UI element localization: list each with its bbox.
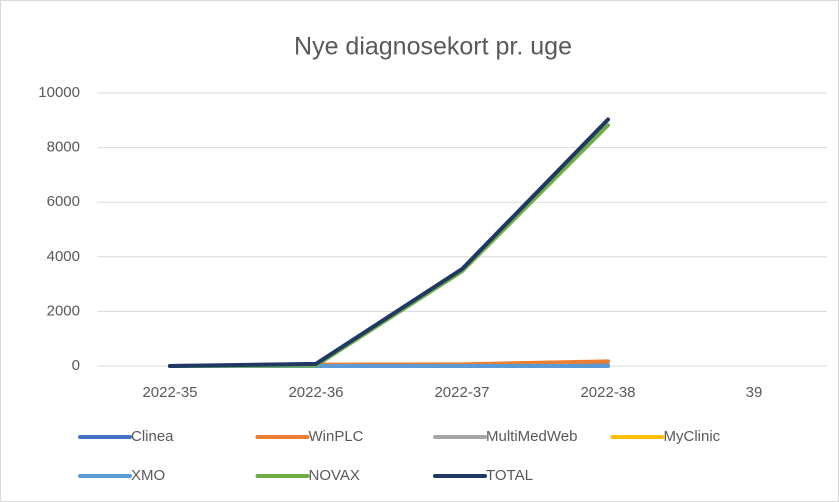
x-tick-label: 2022-36 [288,384,343,401]
x-tick-label: 39 [746,384,763,401]
legend-label: TOTAL [486,467,533,484]
y-tick-label: 2000 [47,302,80,319]
x-tick-label: 2022-37 [434,384,489,401]
chart-title: Nye diagnosekort pr. uge [294,33,572,61]
x-tick-label: 2022-35 [142,384,197,401]
legend-label: MultiMedWeb [486,428,577,445]
legend-label: MyClinic [664,428,721,445]
series-line [168,117,610,368]
y-tick-label: 10000 [38,84,80,101]
legend-label: WinPLC [309,428,364,445]
y-tick-label: 8000 [47,139,80,156]
legend-label: XMO [131,467,165,484]
legend-label: NOVAX [309,467,360,484]
y-tick-label: 4000 [47,248,80,265]
x-tick-label: 2022-38 [580,384,635,401]
y-tick-label: 0 [72,357,80,374]
y-tick-label: 6000 [47,193,80,210]
legend-label: Clinea [131,428,174,445]
